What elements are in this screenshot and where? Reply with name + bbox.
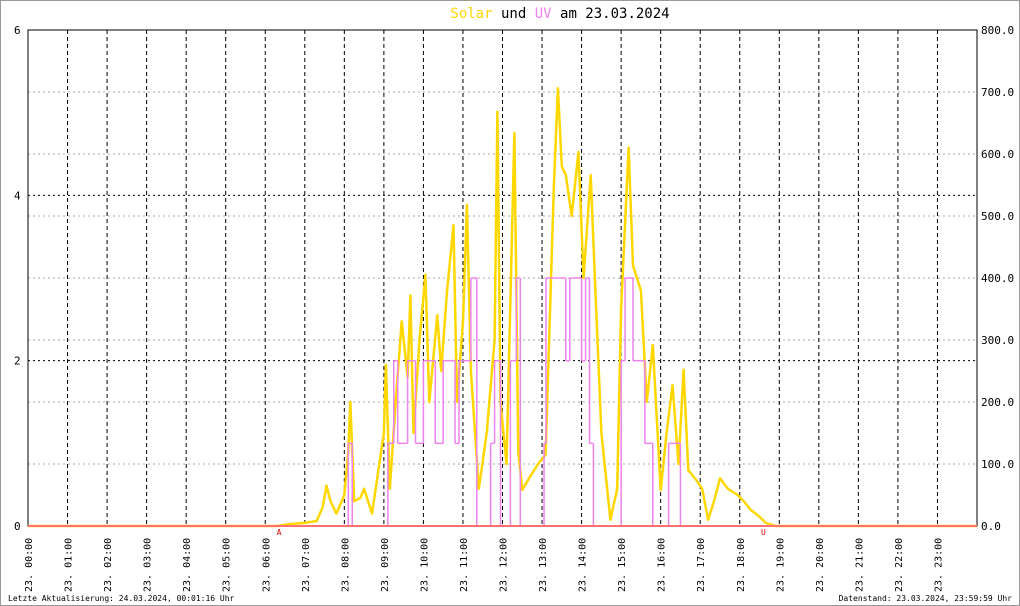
annotation: U (761, 528, 766, 537)
y-tick-label: 6 (14, 24, 21, 37)
y2-tick-label: 700.0 (981, 86, 1014, 99)
x-tick-label: 23. 09:00 (380, 538, 391, 592)
y2-tick-label: 600.0 (981, 148, 1014, 161)
x-tick-label: 23. 00:00 (24, 538, 35, 592)
y-tick-label: 0 (14, 520, 21, 533)
y2-tick-label: 100.0 (981, 458, 1014, 471)
chart-title: Solar und UV am 23.03.2024 (450, 6, 669, 22)
x-tick-label: 23. 17:00 (696, 538, 707, 592)
y-tick-label: 4 (14, 189, 21, 202)
x-tick-label: 23. 20:00 (815, 538, 826, 592)
title-date: am 23.03.2024 (560, 6, 670, 22)
x-tick-label: 23. 01:00 (64, 538, 75, 592)
y2-tick-label: 500.0 (981, 210, 1014, 223)
title-uv: UV (535, 6, 552, 22)
title-solar: Solar (450, 6, 492, 22)
footer-right: Datenstand: 23.03.2024, 23:59:59 Uhr (839, 594, 1013, 603)
x-tick-label: 23. 18:00 (736, 538, 747, 592)
x-tick-label: 23. 15:00 (617, 538, 628, 592)
x-tick-label: 23. 04:00 (182, 538, 193, 592)
y2-tick-label: 200.0 (981, 396, 1014, 409)
y-tick-label: 2 (14, 355, 21, 368)
x-tick-label: 23. 16:00 (657, 538, 668, 592)
x-tick-label: 23. 13:00 (538, 538, 549, 592)
annotation: A (277, 528, 282, 537)
x-tick-label: 23. 19:00 (775, 538, 786, 592)
x-tick-label: 23. 14:00 (578, 538, 589, 592)
x-tick-label: 23. 06:00 (261, 538, 272, 592)
x-tick-label: 23. 11:00 (459, 538, 470, 592)
y2-tick-label: 800.0 (981, 24, 1014, 37)
x-tick-label: 23. 23:00 (933, 538, 944, 592)
x-tick-label: 23. 03:00 (143, 538, 154, 592)
x-tick-label: 23. 05:00 (222, 538, 233, 592)
x-tick-label: 23. 21:00 (854, 538, 865, 592)
y2-tick-label: 400.0 (981, 272, 1014, 285)
footer-left: Letzte Aktualisierung: 24.03.2024, 00:01… (8, 594, 235, 603)
x-tick-label: 23. 08:00 (340, 538, 351, 592)
x-tick-label: 23. 07:00 (301, 538, 312, 592)
y2-tick-label: 0.0 (981, 520, 1001, 533)
x-tick-label: 23. 12:00 (499, 538, 510, 592)
title-und: und (501, 6, 526, 22)
y2-tick-label: 300.0 (981, 334, 1014, 347)
x-tick-label: 23. 10:00 (419, 538, 430, 592)
x-tick-label: 23. 02:00 (103, 538, 114, 592)
x-tick-label: 23. 22:00 (894, 538, 905, 592)
